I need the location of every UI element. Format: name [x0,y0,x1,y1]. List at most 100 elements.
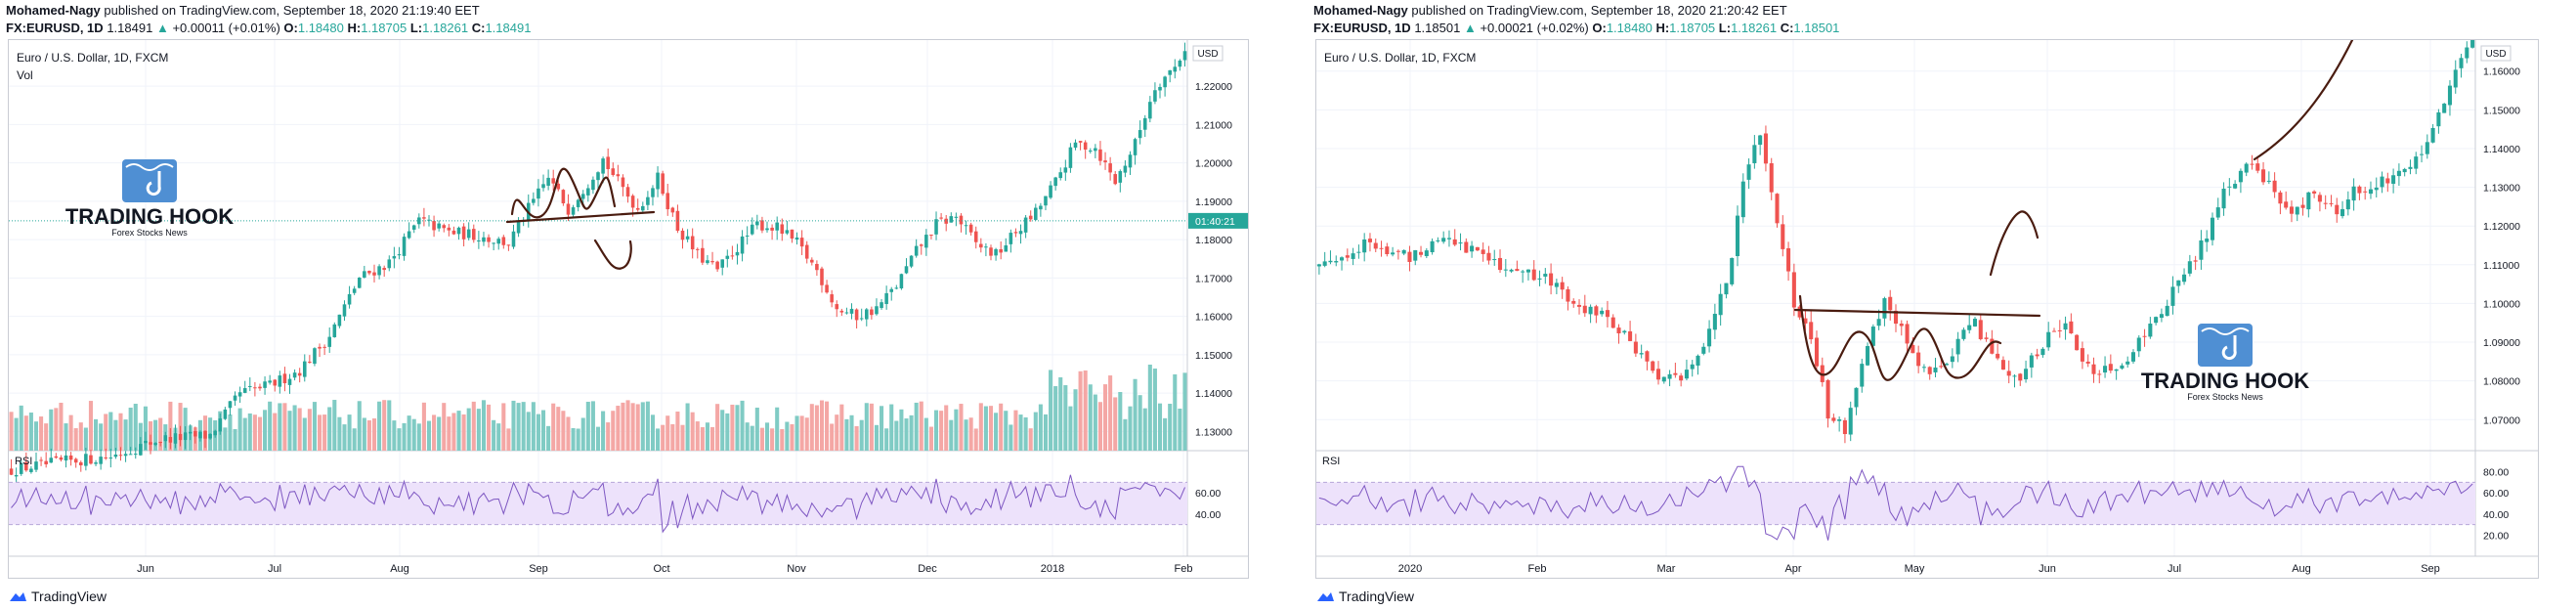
candle [1899,320,1904,336]
candle-body [84,454,88,466]
candle-body [1391,252,1395,255]
volume-bar [347,414,352,451]
candle-body [487,237,491,242]
volume-bar [337,416,342,451]
tradingview-footer[interactable]: TradingView [6,588,107,604]
volume-bar [1168,404,1173,451]
low-value: 1.18261 [422,21,469,35]
candle [432,215,436,238]
drawing-annotations [1793,40,2354,381]
candle-body [318,346,322,349]
candle-body [422,217,426,219]
candle-body [1616,327,1621,333]
price-chart-svg[interactable]: RSI 1.13000 1.14000 1.15000 1.16000 1.17000 1.… [9,40,1249,579]
currency-label[interactable]: USD [1192,45,1224,62]
candle [1018,224,1023,244]
candle-body [2148,324,2153,337]
candle [442,223,447,233]
candle-body [889,288,894,292]
volume-bar [740,400,745,451]
volume-bars [9,364,1187,451]
time-tick-label: Jul [268,563,281,575]
volume-bar [113,419,118,451]
currency-label[interactable]: USD [2480,45,2512,62]
candle [954,212,959,227]
candle [292,369,297,381]
candle [1039,202,1043,217]
candle-body [750,224,754,235]
chart-area[interactable]: RSI 1.13000 1.14000 1.15000 1.16000 1.17000 1.… [8,39,1249,579]
tradingview-footer[interactable]: TradingView [1313,588,1414,604]
candle-body [1939,366,1944,368]
candle-body [794,237,799,240]
price-tag-text: 01:40:21 [1195,216,1235,228]
author-name[interactable]: Mohamed-Nagy [6,3,101,18]
candle-body [1758,135,1763,146]
candle [2351,178,2356,211]
symbol-label: FX:EURUSD, 1D [1313,21,1411,35]
candle [735,243,740,265]
chart-area[interactable]: RSI 1.07000 1.08000 1.09000 1.10000 1.11000 1.… [1315,39,2539,579]
candle-body [1133,139,1138,155]
candle [73,458,78,468]
candle-body [2335,204,2340,215]
candle-body [447,227,451,231]
candle-body [720,259,724,268]
volume-bar [471,401,476,451]
time-tick-label: Jun [137,563,154,575]
volume-bar [909,414,914,451]
candle [2357,185,2362,200]
candle [1651,360,1655,373]
candle-body [2391,175,2396,184]
time-tick-label: Feb [1528,563,1547,575]
candle-body [968,224,973,233]
candle-body [1842,419,1847,435]
candle-body [2097,373,2102,375]
candle [407,222,411,240]
price-chart-svg[interactable]: RSI 1.07000 1.08000 1.09000 1.10000 1.11000 1.… [1316,40,2539,579]
candle-body [193,431,197,437]
candle [313,347,317,367]
candle [973,226,978,249]
candle [1531,260,1536,282]
candle-body [1763,133,1768,164]
candle-body [332,324,337,337]
volume-bar [99,423,104,451]
candle-body [1990,338,1995,354]
candle [1395,249,1400,260]
volume-bar [437,416,442,451]
volume-bar [874,424,879,451]
candle-body [537,188,540,199]
volume-bar [432,414,437,451]
volume-bar [670,423,675,451]
candle-body [1724,283,1729,295]
candle-body [237,392,242,397]
candle [1927,366,1932,380]
candle-body [1752,145,1757,163]
candle-body [44,460,48,464]
candle [780,218,785,241]
candle [29,465,33,474]
candle [382,265,386,278]
volume-bar [759,427,764,451]
candle-body [854,309,859,321]
candle [1600,307,1605,317]
volume-bar [133,404,138,451]
candle-body [1803,318,1808,324]
candle [1724,283,1729,299]
candle [1133,137,1138,165]
candle [242,380,247,394]
candle [994,247,998,261]
candle-body [1351,253,1355,259]
candle [2425,134,2429,159]
author-name[interactable]: Mohamed-Nagy [1313,3,1408,18]
candle [417,213,421,229]
candle [2040,347,2045,358]
volume-bar [730,404,735,451]
candle [1661,376,1666,384]
candle [685,229,690,242]
volume-bar [1038,404,1043,451]
candle-body [173,433,178,444]
candle-body [123,454,128,457]
candle-body [1515,269,1520,272]
